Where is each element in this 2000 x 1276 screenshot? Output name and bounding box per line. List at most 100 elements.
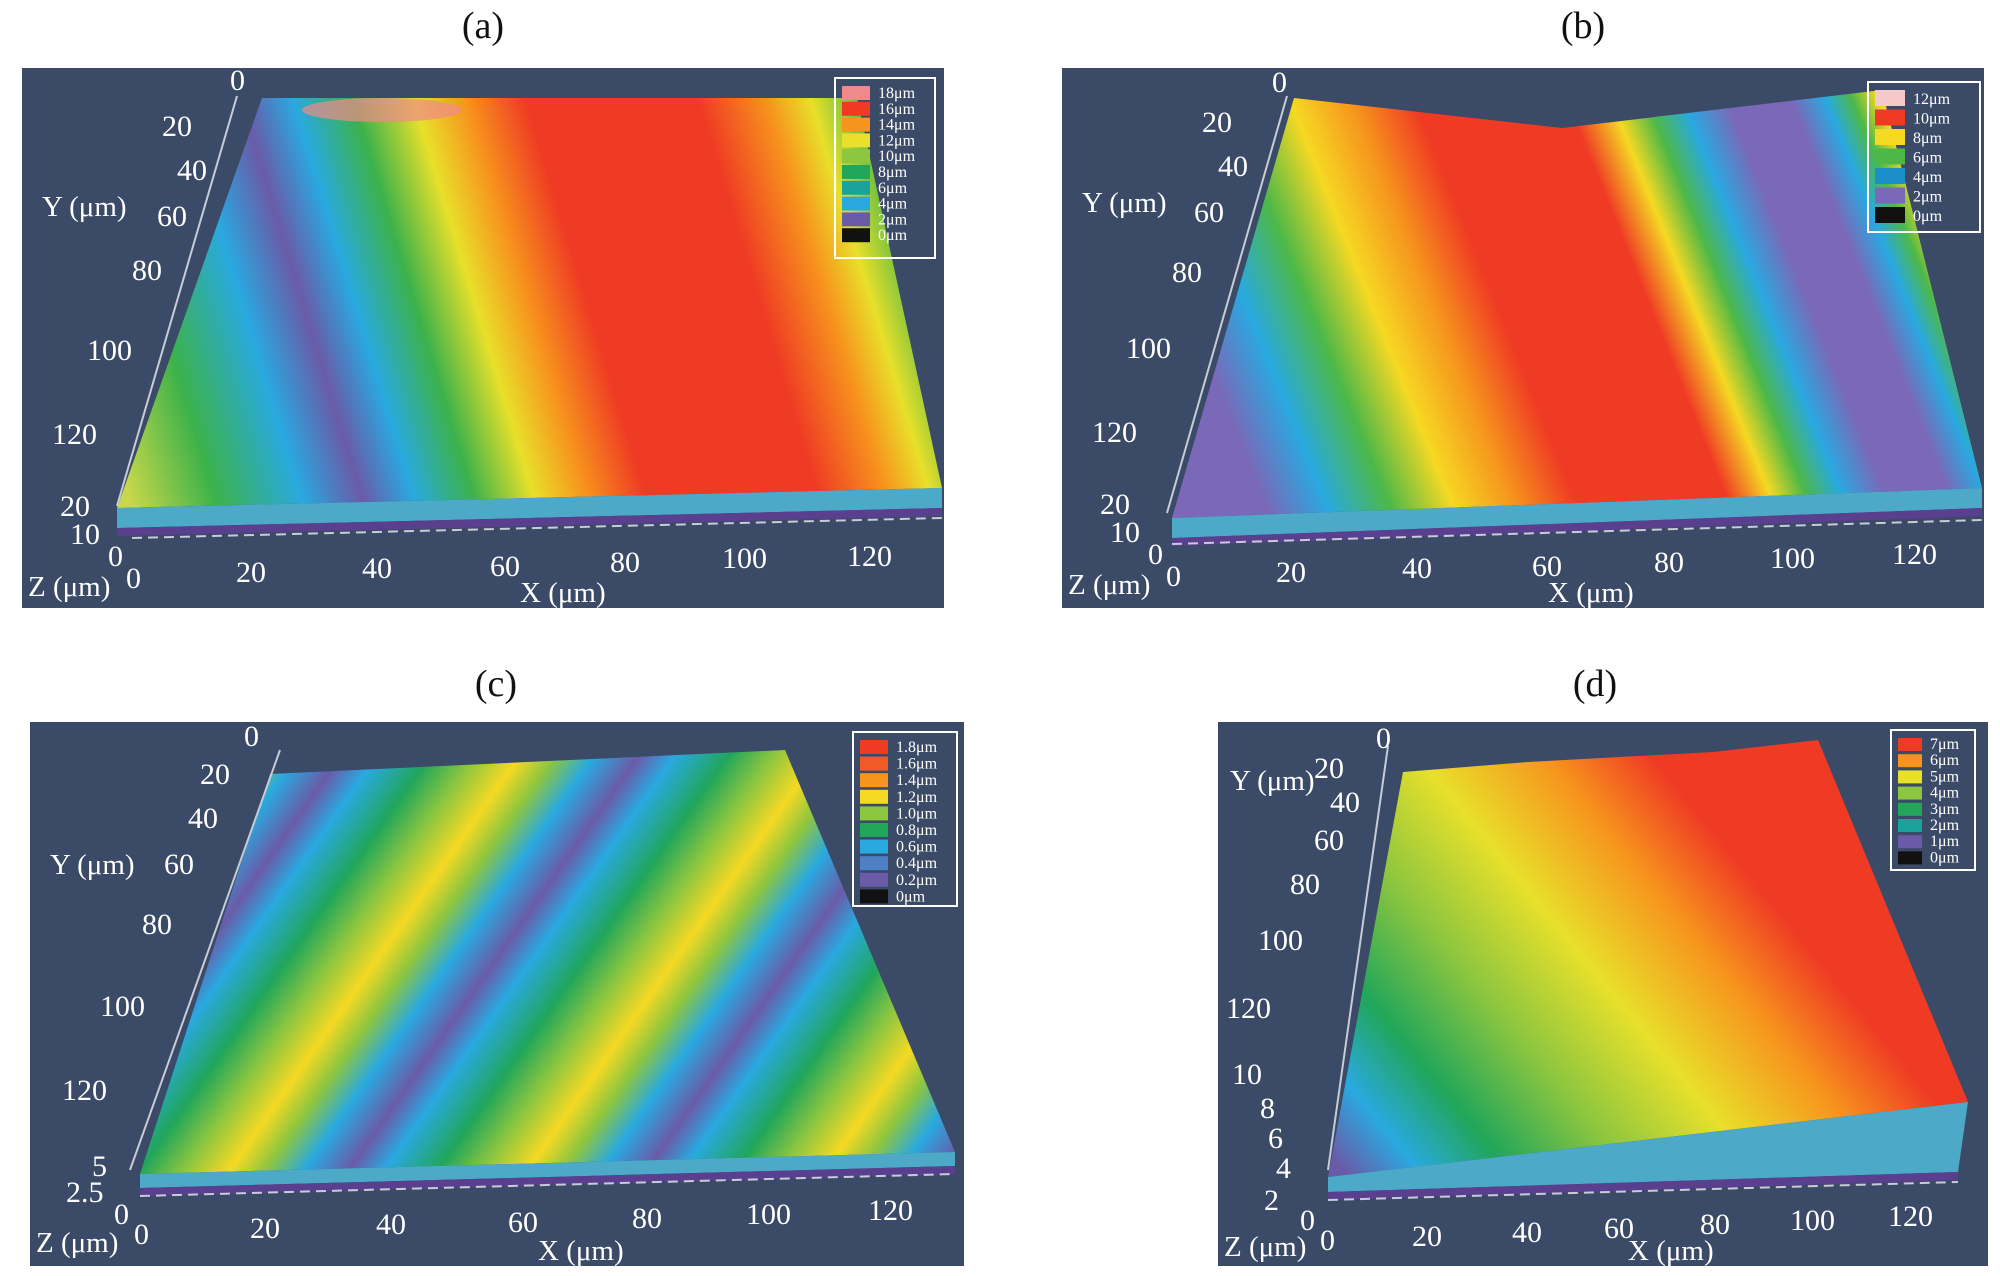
y-axis-line-d — [1327, 745, 1389, 1171]
y-tick-label: 40 — [177, 154, 207, 187]
legend-label: 0.4μm — [896, 855, 938, 872]
surface-plot-b: 12μm 10μm 8μm 6μm 4μm 2μm 0μm 0 20 40 60 80 10… — [1062, 68, 1984, 608]
y-tick-label: 80 — [1290, 868, 1320, 901]
legend-label: 1.8μm — [896, 739, 938, 756]
legend-label: 2μm — [1913, 189, 1943, 206]
legend-swatch — [842, 149, 870, 164]
legend-swatch — [1898, 770, 1922, 784]
x-axis-title: X (μm) — [1548, 577, 1634, 608]
surface-plot-d: 7μm 6μm 5μm 4μm 3μm 2μm 1μm 0μm 0 20 40 60 80 1… — [1218, 722, 1988, 1266]
legend-label: 4μm — [1930, 785, 1960, 802]
legend-label: 4μm — [878, 196, 908, 213]
legend-swatch — [842, 212, 870, 227]
x-tick-label: 0 — [134, 1218, 149, 1251]
surface-plot-c: 1.8μm 1.6μm 1.4μm 1.2μm 1.0μm 0.8μm 0.6μm 0.4μm… — [30, 722, 964, 1266]
x-tick-label: 20 — [250, 1212, 280, 1245]
y-tick-label: 0 — [1376, 722, 1391, 755]
legend-swatch — [842, 117, 870, 132]
y-tick-label: 60 — [1194, 196, 1224, 229]
legend-swatch — [1875, 90, 1905, 106]
x-tick-label: 80 — [1700, 1208, 1730, 1241]
legend-swatch — [842, 196, 870, 211]
legend-label: 0.2μm — [896, 872, 938, 889]
legend-label: 4μm — [1913, 169, 1943, 186]
y-axis-line-b — [1166, 95, 1288, 514]
base-bottom-d — [1328, 1172, 1958, 1200]
y-tick-label: 40 — [1330, 786, 1360, 819]
surface-d — [1328, 740, 1968, 1177]
y-tick-label: 0 — [1272, 68, 1287, 99]
x-tick-label: 80 — [610, 546, 640, 579]
legend-swatch — [1898, 786, 1922, 800]
x-tick-label: 40 — [1402, 552, 1432, 585]
y-tick-label: 100 — [1126, 332, 1171, 365]
legend-swatch — [1875, 187, 1905, 204]
legend-label: 5μm — [1930, 768, 1960, 785]
z-axis-title: Z (μm) — [1224, 1231, 1306, 1263]
z-tick-label: 5 — [92, 1150, 107, 1183]
legend-label: 1.4μm — [896, 772, 938, 789]
legend-swatch — [860, 773, 888, 788]
y-tick-label: 100 — [87, 334, 132, 367]
y-tick-label: 80 — [1172, 256, 1202, 289]
base-bottom-b — [1172, 508, 1982, 546]
legend-label: 16μm — [878, 101, 916, 118]
legend-label: 2μm — [878, 211, 908, 228]
x-tick-label: 20 — [1276, 556, 1306, 589]
legend-swatch — [842, 180, 870, 195]
surface-plot-a: 18μm 16μm 14μm 12μm 10μm 8μm 6μm 4μm 2μm 0μm 0 20… — [22, 68, 944, 608]
x-tick-label: 100 — [722, 542, 767, 575]
x-tick-label: 40 — [1512, 1216, 1542, 1249]
legend-swatch — [1898, 835, 1922, 849]
y-tick-label: 0 — [230, 68, 245, 97]
panel-label-d: (d) — [1572, 663, 1618, 705]
base-slab-b — [1172, 488, 1982, 538]
legend-swatch — [1898, 851, 1922, 865]
y-tick-label: 120 — [1226, 992, 1271, 1025]
z-tick-label: 10 — [1110, 516, 1140, 549]
legend-label: 6μm — [1913, 150, 1943, 167]
z-axis-title: Z (μm) — [1068, 569, 1150, 601]
peak-highlight-a — [302, 98, 462, 122]
legend-swatch — [1875, 109, 1905, 126]
legend-label: 0μm — [878, 227, 908, 244]
y-tick-label: 40 — [1218, 150, 1248, 183]
legend-label: 1.2μm — [896, 789, 938, 806]
x-axis-line-b — [1171, 519, 1983, 545]
panel-label-b: (b) — [1560, 5, 1606, 47]
legend-c: 1.8μm1.6μm1.4μm1.2μm1.0μm0.8μm0.6μm0.4μm… — [852, 731, 958, 907]
y-tick-label: 20 — [200, 758, 230, 791]
y-tick-label: 40 — [188, 802, 218, 835]
base-slab-d — [1328, 1102, 1968, 1192]
legend-label: 8μm — [878, 164, 908, 181]
x-tick-label: 100 — [746, 1198, 791, 1231]
z-tick-label: 0 — [114, 1198, 129, 1231]
y-tick-label: 100 — [1258, 924, 1303, 957]
legend-label: 8μm — [1913, 130, 1943, 147]
legend-label: 18μm — [878, 85, 916, 102]
z-tick-label: 20 — [60, 490, 90, 523]
legend-label: 2μm — [1930, 817, 1960, 834]
panel-label-c: (c) — [474, 663, 518, 705]
y-tick-label: 120 — [62, 1074, 107, 1107]
x-axis-line-c — [139, 1173, 956, 1197]
x-axis-line-d — [1327, 1181, 1959, 1201]
y-axis-title: Y (μm) — [42, 191, 127, 223]
z-tick-label: 0 — [108, 540, 123, 573]
y-tick-label: 100 — [100, 990, 145, 1023]
z-tick-label: 4 — [1276, 1152, 1291, 1185]
x-tick-label: 40 — [376, 1208, 406, 1241]
legend-swatch — [860, 856, 888, 871]
x-tick-label: 0 — [126, 562, 141, 595]
y-tick-label: 20 — [162, 110, 192, 143]
surface-plot-b-svg: 12μm 10μm 8μm 6μm 4μm 2μm 0μm 0 20 40 60 80 10… — [1068, 68, 1983, 608]
y-tick-label: 60 — [164, 848, 194, 881]
legend-label: 1.0μm — [896, 805, 938, 822]
legend-swatch — [842, 86, 870, 100]
x-tick-label: 40 — [362, 552, 392, 585]
legend-label: 14μm — [878, 117, 916, 134]
y-tick-label: 80 — [132, 254, 162, 287]
legend-label: 0μm — [896, 888, 926, 905]
legend-swatch — [1875, 207, 1905, 223]
